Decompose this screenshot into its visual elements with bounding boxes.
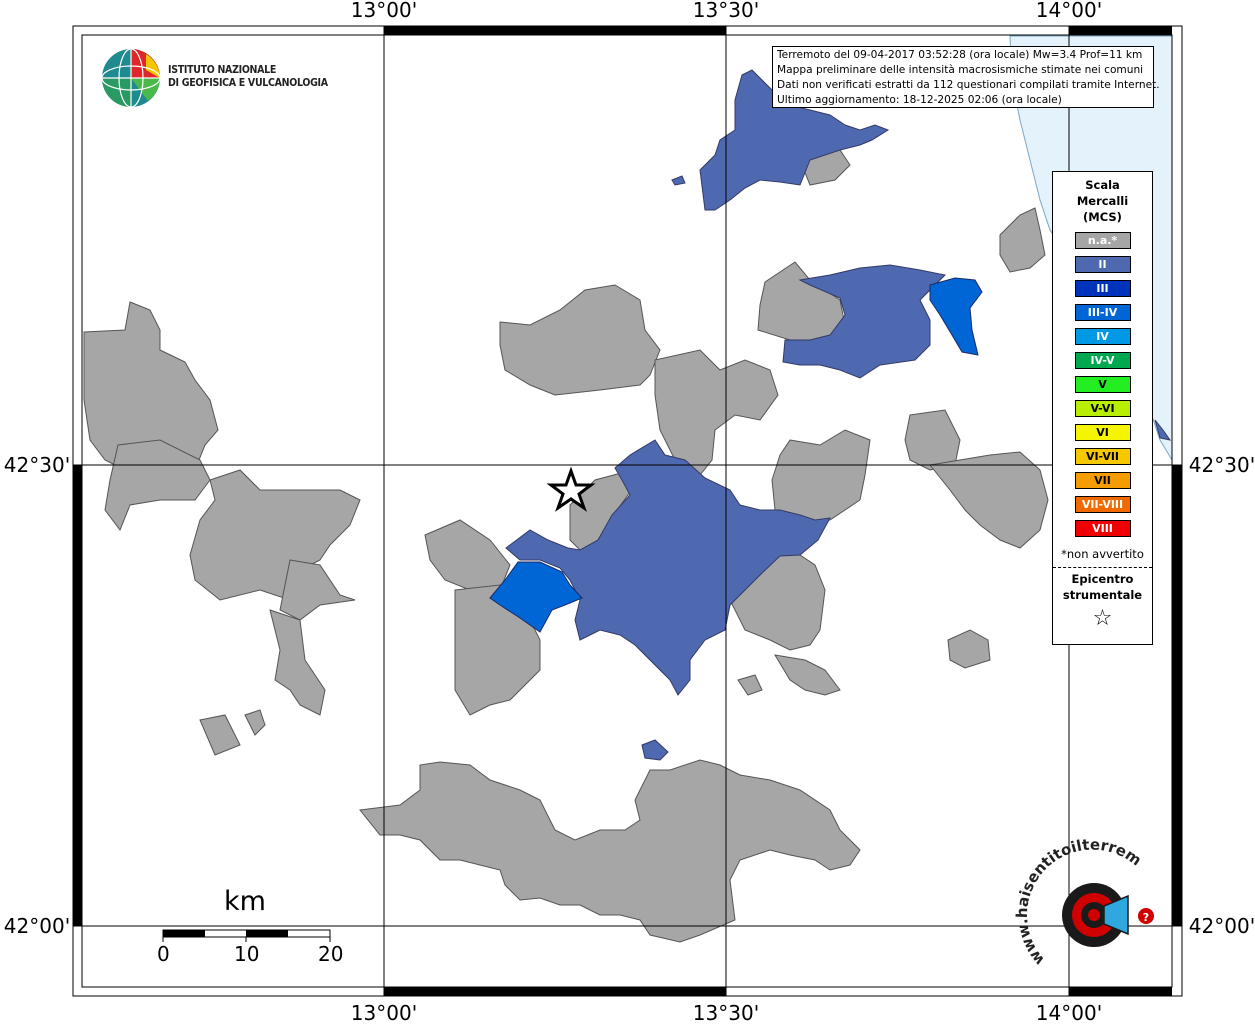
institute-name: ISTITUTO NAZIONALE DI GEOFISICA E VULCAN…	[168, 64, 328, 90]
legend-item: V	[1074, 376, 1131, 393]
legend-note: *non avvertito	[1061, 547, 1144, 561]
scale-label: 0	[157, 942, 170, 966]
top-tick-label: 13°30'	[693, 0, 759, 22]
left-tick-label: 42°30'	[4, 453, 70, 477]
legend-item: VI	[1074, 424, 1131, 441]
left-tick-label: 42°00'	[4, 914, 70, 938]
event-info-line: Dati non verificati estratti da 112 ques…	[777, 79, 1160, 91]
institute-name-line2: DI GEOFISICA E VULCANOLOGIA	[168, 77, 328, 89]
event-info-box: Terremoto del 09-04-2017 03:52:28 (ora l…	[772, 46, 1160, 108]
top-tick-label: 14°00'	[1036, 0, 1102, 22]
right-tick-label: 42°30'	[1189, 453, 1255, 477]
legend-item: VIII	[1074, 520, 1131, 537]
right-tick-label: 42°00'	[1189, 914, 1255, 938]
ingv-globe-icon	[101, 48, 161, 108]
legend-star-icon: ☆	[1092, 606, 1113, 631]
frame-bars	[73, 26, 1182, 996]
event-info-line: Mappa preliminare delle intensità macros…	[777, 64, 1144, 76]
graticule	[73, 26, 1182, 996]
event-info-line: Ultimo aggiornamento: 18-12-2025 02:06 (…	[777, 94, 1062, 106]
legend-item: II	[1074, 256, 1131, 273]
legend-item: VII	[1074, 472, 1131, 489]
legend-epicenter-line1: Epicentro	[1071, 572, 1134, 586]
legend-divider	[1053, 567, 1152, 568]
intensity-legend: Scala Mercalli (MCS) n.a.* II III III-IV IV I…	[1052, 171, 1153, 645]
legend-item: III-IV	[1074, 304, 1131, 321]
municipalities-intensity-ii	[505, 69, 1172, 761]
legend-title-line2: Mercalli	[1076, 194, 1129, 208]
top-tick-label: 13°00'	[351, 0, 417, 22]
municipalities-not-felt	[83, 149, 1049, 943]
legend-item: III	[1074, 280, 1131, 297]
legend-title-line1: Scala	[1085, 178, 1120, 192]
municipalities-intensity-iii-iv	[489, 277, 983, 633]
legend-epicenter-label: Epicentro strumentale	[1053, 571, 1152, 603]
legend-title-line3: (MCS)	[1083, 210, 1122, 224]
event-info-line: Terremoto del 09-04-2017 03:52:28 (ora l…	[777, 49, 1143, 61]
speaker-logo-icon: ?	[1062, 883, 1154, 947]
epicenter-star-icon	[546, 466, 596, 512]
bottom-tick-label: 14°00'	[1036, 1001, 1102, 1024]
scale-label: 20	[318, 942, 344, 966]
legend-item: VI-VII	[1074, 448, 1131, 465]
scale-unit-label: km	[224, 886, 266, 917]
legend-item: VII-VIII	[1074, 496, 1131, 513]
legend-item: n.a.*	[1074, 232, 1131, 249]
legend-item: V-VI	[1074, 400, 1131, 417]
bottom-tick-label: 13°30'	[693, 1001, 759, 1024]
bottom-tick-label: 13°00'	[351, 1001, 417, 1024]
svg-text:?: ?	[1143, 911, 1149, 924]
legend-item: IV-V	[1074, 352, 1131, 369]
scale-label: 10	[234, 942, 260, 966]
legend-title: Scala Mercalli (MCS)	[1053, 177, 1152, 225]
legend-items: n.a.* II III III-IV IV IV-V V V-VI VI VI-VII VII VI…	[1053, 232, 1152, 537]
institute-name-line1: ISTITUTO NAZIONALE	[168, 64, 277, 76]
scale-bar	[162, 929, 331, 942]
legend-epicenter-line2: strumentale	[1062, 588, 1143, 602]
legend-item: IV	[1074, 328, 1131, 345]
